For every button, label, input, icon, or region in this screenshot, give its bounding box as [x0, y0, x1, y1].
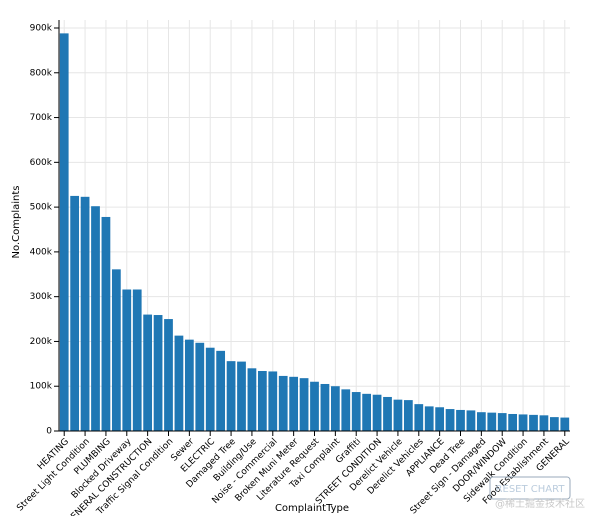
bar	[372, 394, 382, 431]
bar	[476, 412, 486, 431]
bar	[351, 392, 361, 431]
bar	[466, 410, 476, 431]
bar	[341, 389, 351, 431]
bar	[445, 409, 455, 431]
bar	[414, 404, 424, 431]
bar	[529, 414, 538, 431]
bar	[435, 407, 445, 431]
bar	[59, 33, 69, 432]
bar	[226, 361, 236, 431]
bar	[132, 289, 142, 431]
bar	[383, 396, 392, 431]
y-tick-label: 200k	[30, 337, 53, 347]
bar	[80, 196, 90, 431]
bar	[195, 342, 205, 431]
bar	[237, 361, 246, 431]
bar	[174, 335, 184, 431]
y-axis-title: No.Complaints	[11, 186, 22, 259]
bar	[456, 409, 465, 431]
bar	[310, 381, 319, 431]
x-axis-title: ComplaintType	[275, 503, 349, 514]
bar	[289, 376, 299, 431]
watermark: @稀土掘金技术社区	[495, 497, 585, 510]
bar	[393, 399, 403, 431]
bar	[424, 406, 434, 431]
bar	[560, 417, 570, 431]
bar	[216, 350, 226, 431]
bar	[487, 412, 497, 431]
bar	[111, 269, 121, 431]
bar	[70, 195, 80, 431]
y-tick-label: 600k	[30, 158, 53, 168]
bar	[257, 370, 267, 431]
bar	[518, 414, 528, 431]
y-tick-label: 300k	[30, 292, 53, 302]
bar	[268, 371, 278, 431]
bar	[539, 415, 549, 431]
y-tick-label: 800k	[30, 68, 53, 78]
bar	[549, 417, 559, 431]
reset-button[interactable]	[489, 476, 571, 500]
bar	[205, 347, 215, 431]
bar	[101, 216, 111, 431]
y-tick-label: 700k	[30, 113, 53, 123]
y-tick-label: 500k	[30, 203, 53, 213]
bar	[508, 413, 518, 431]
y-tick-label: 100k	[30, 382, 53, 392]
bar	[299, 378, 309, 431]
bar	[153, 315, 163, 431]
bar	[164, 319, 173, 431]
reset-button-label[interactable]: RESET CHART	[496, 484, 566, 495]
bar	[362, 393, 372, 431]
bars	[59, 33, 570, 432]
y-tick-label: 0	[46, 427, 52, 437]
bar	[184, 339, 194, 431]
bar	[320, 383, 330, 431]
bar	[403, 400, 413, 431]
bar	[497, 413, 507, 431]
bar	[247, 368, 257, 431]
bar	[330, 386, 340, 431]
y-tick-label: 900k	[30, 24, 53, 34]
y-tick-label: 400k	[30, 247, 53, 257]
bar	[122, 289, 132, 431]
bar	[278, 375, 288, 431]
bar	[143, 314, 153, 431]
bar	[91, 206, 100, 431]
